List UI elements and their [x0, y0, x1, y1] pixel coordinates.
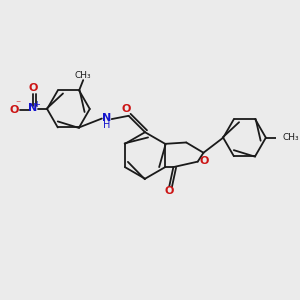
Text: ⁻: ⁻: [15, 100, 20, 110]
Text: H: H: [103, 120, 110, 130]
Text: N: N: [28, 103, 38, 113]
Text: N: N: [102, 113, 111, 123]
Text: +: +: [34, 100, 40, 109]
Text: O: O: [10, 104, 19, 115]
Text: CH₃: CH₃: [282, 133, 299, 142]
Text: O: O: [29, 83, 38, 93]
Text: O: O: [164, 186, 173, 196]
Text: O: O: [199, 156, 208, 166]
Text: CH₃: CH₃: [75, 71, 92, 80]
Text: O: O: [121, 104, 130, 114]
